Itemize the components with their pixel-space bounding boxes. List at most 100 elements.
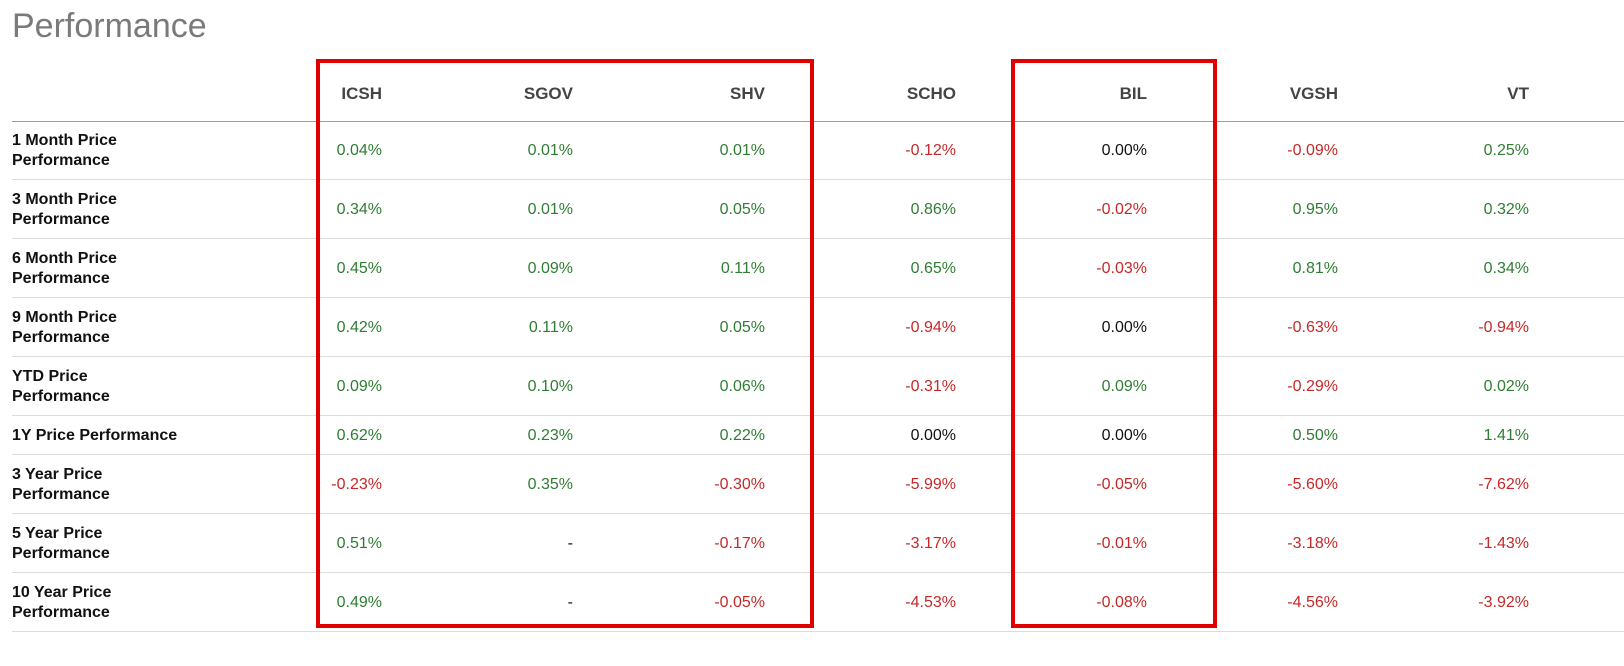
table-cell-scho: -0.12% [905,141,956,159]
table-cell-sgov: 0.09% [527,259,573,277]
table-cell-icsh: 0.09% [336,377,382,395]
column-header-icsh[interactable]: ICSH [341,84,382,103]
table-cell-bil: 0.00% [1101,141,1147,159]
row-label-line: YTD Price [12,367,88,385]
column-header-vgsh[interactable]: VGSH [1289,84,1338,103]
table-cell-scho: -3.17% [905,534,956,552]
table-cell-bil: -0.08% [1096,593,1147,611]
table-row: 9 Month Price Performance 0.42% 0.11% 0.05% -… [12,298,1624,357]
table-cell-sgov: 0.10% [527,377,573,395]
row-label: 6 Month Price Performance [12,249,212,289]
table-cell-vt: 0.02% [1483,377,1529,395]
column-header-bil[interactable]: BIL [1119,84,1147,103]
row-label-line: 5 Year Price [12,524,103,542]
table-cell-sgov: 0.35% [527,475,573,493]
table-row: YTD Price Performance 0.09% 0.10% 0.06% -0.31… [12,357,1624,416]
table-cell-bil: 0.00% [1101,426,1147,444]
table-cell-icsh: 0.34% [336,200,382,218]
row-label-line: 1 Month Price [12,131,117,149]
table-header-row: ICSH SGOV SHV SCHO BIL VGSH VT [12,76,1624,122]
table-cell-shv: 0.01% [719,141,765,159]
table-cell-bil: 0.09% [1101,377,1147,395]
row-label-line: Performance [12,485,110,503]
column-header-scho[interactable]: SCHO [906,84,956,103]
table-cell-vgsh: -0.29% [1287,377,1338,395]
row-label-line: 1Y Price Performance [12,426,178,444]
table-cell-icsh: 0.49% [336,593,382,611]
page-title: Performance [12,7,207,45]
table-cell-shv: -0.17% [714,534,765,552]
table-cell-scho: 0.00% [910,426,956,444]
table-cell-shv: -0.05% [714,593,765,611]
table-cell-bil: -0.05% [1096,475,1147,493]
row-label-line: Performance [12,269,110,287]
row-label-line: Performance [12,544,110,562]
table-cell-sgov: - [567,593,573,611]
row-label: 1Y Price Performance [12,426,212,446]
table-cell-shv: 0.11% [720,259,765,277]
table-cell-shv: 0.06% [719,377,765,395]
row-label-line: 3 Month Price [12,190,117,208]
table-cell-icsh: 0.62% [336,426,382,444]
table-cell-vt: 0.32% [1483,200,1529,218]
row-label: 3 Year Price Performance [12,465,212,505]
table-row: 3 Month Price Performance 0.34% 0.01% 0.05% 0… [12,180,1624,239]
table-row: 1Y Price Performance 0.62% 0.23% 0.22% 0.00%… [12,416,1624,455]
table-cell-scho: -0.94% [905,318,956,336]
column-header-shv[interactable]: SHV [730,84,765,103]
table-cell-vgsh: -3.18% [1287,534,1338,552]
table-cell-vgsh: 0.81% [1292,259,1338,277]
table-cell-vgsh: 0.50% [1292,426,1338,444]
row-label-line: 6 Month Price [12,249,117,267]
row-label-line: Performance [12,210,110,228]
row-label: 9 Month Price Performance [12,308,212,348]
table-cell-sgov: 0.01% [527,141,573,159]
row-label-line: 9 Month Price [12,308,117,326]
table-cell-bil: -0.02% [1096,200,1147,218]
table-cell-shv: -0.30% [714,475,765,493]
table-cell-scho: -5.99% [905,475,956,493]
table-cell-vt: -1.43% [1478,534,1529,552]
table-cell-vgsh: -0.63% [1287,318,1338,336]
table-cell-bil: -0.03% [1096,259,1147,277]
table-cell-bil: 0.00% [1101,318,1147,336]
table-cell-scho: 0.65% [910,259,956,277]
row-label-line: Performance [12,603,110,621]
row-label-line: Performance [12,151,110,169]
row-label: 3 Month Price Performance [12,190,212,230]
table-cell-shv: 0.05% [719,200,765,218]
table-row: 5 Year Price Performance 0.51% - -0.17% -3.17… [12,514,1624,573]
table-cell-icsh: 0.51% [336,534,382,552]
row-label: 1 Month Price Performance [12,131,212,171]
table-cell-vgsh: -0.09% [1287,141,1338,159]
table-cell-icsh: 0.04% [336,141,382,159]
row-label-line: 3 Year Price [12,465,103,483]
column-header-sgov[interactable]: SGOV [523,84,573,103]
table-cell-shv: 0.22% [719,426,765,444]
table-cell-vt: 0.25% [1483,141,1529,159]
column-header-vt[interactable]: VT [1507,84,1529,103]
table-cell-vgsh: 0.95% [1292,200,1338,218]
table-cell-sgov: 0.23% [527,426,573,444]
table-cell-vt: -3.92% [1478,593,1529,611]
table-cell-vgsh: -5.60% [1287,475,1338,493]
table-cell-scho: -4.53% [905,593,956,611]
table-cell-vgsh: -4.56% [1287,593,1338,611]
table-cell-sgov: 0.11% [528,318,573,336]
table-row: 10 Year Price Performance 0.49% - -0.05% -4.5… [12,573,1624,632]
row-label: YTD Price Performance [12,367,212,407]
table-cell-icsh: -0.23% [331,475,382,493]
table-cell-bil: -0.01% [1096,534,1147,552]
table-cell-vt: 0.34% [1483,259,1529,277]
table-row: 6 Month Price Performance 0.45% 0.09% 0.11% 0… [12,239,1624,298]
table-row: 1 Month Price Performance 0.04% 0.01% 0.01% -… [12,121,1624,180]
row-label: 10 Year Price Performance [12,583,212,623]
table-cell-sgov: 0.01% [527,200,573,218]
table-cell-icsh: 0.42% [336,318,382,336]
table-cell-icsh: 0.45% [336,259,382,277]
table-cell-scho: -0.31% [905,377,956,395]
row-label-line: Performance [12,328,110,346]
row-label: 5 Year Price Performance [12,524,212,564]
row-label-line: 10 Year Price [12,583,112,601]
row-label-line: Performance [12,387,110,405]
